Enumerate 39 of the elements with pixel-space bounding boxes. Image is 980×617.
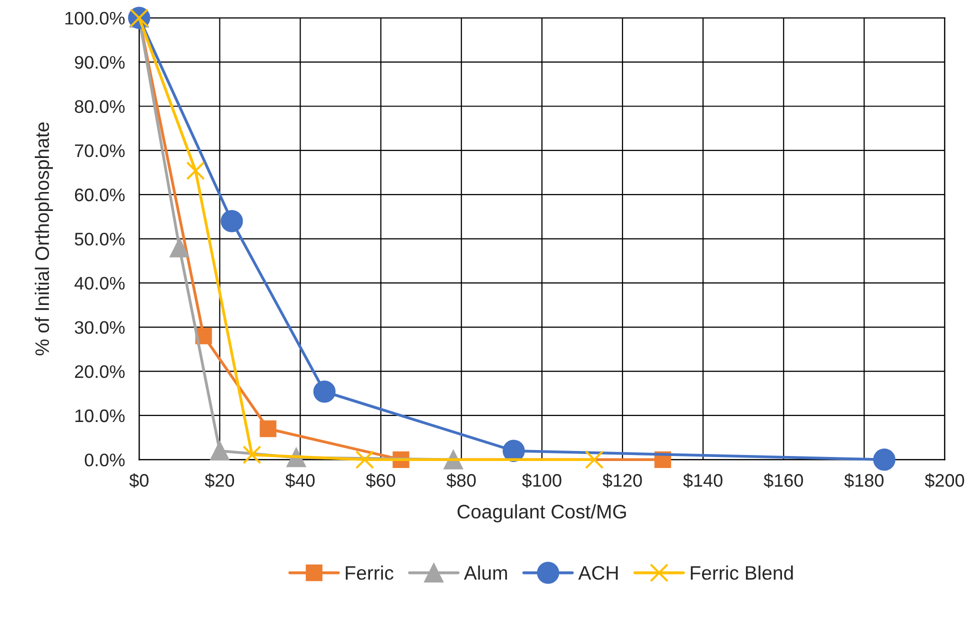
y-tick-label: 60.0%	[74, 188, 125, 202]
x-tick-label: $100	[522, 473, 562, 488]
y-tick-label: 0.0%	[84, 454, 125, 466]
y-tick-label: 100.0%	[65, 12, 125, 25]
y-tick-label: 30.0%	[74, 321, 125, 334]
x-tick-label: $80	[446, 473, 476, 488]
x-tick-label: $60	[366, 473, 396, 488]
x-axis-title: Coagulant Cost/MG	[458, 504, 626, 522]
y-tick-label: 20.0%	[74, 365, 125, 378]
x-tick-label: $200	[924, 473, 964, 488]
x-tick-label: $0	[129, 473, 148, 488]
point	[210, 441, 230, 461]
y-tick-label: 40.0%	[74, 276, 125, 290]
x-tick-label: $40	[285, 473, 315, 488]
point	[355, 450, 374, 470]
point	[242, 445, 262, 464]
legend-label: Ferric	[346, 566, 394, 580]
point	[873, 448, 896, 471]
y-tick-label: 70.0%	[75, 144, 125, 158]
point	[313, 380, 336, 403]
x-tick-label: $160	[764, 473, 803, 488]
x-tick-label: $20	[204, 473, 234, 488]
x-tick-label: $120	[602, 473, 642, 488]
legend-label: Alum	[464, 566, 507, 580]
point	[584, 450, 604, 470]
point	[220, 210, 243, 232]
point	[502, 440, 525, 462]
point	[186, 161, 205, 180]
y-tick-label: 10.0%	[75, 409, 125, 422]
point	[170, 238, 190, 258]
legend-label: ACH	[578, 566, 618, 580]
x-tick-label: $180	[844, 473, 884, 488]
y-tick-label: 50.0%	[74, 232, 125, 246]
x-tick-label: $140	[683, 473, 722, 488]
point	[260, 420, 276, 438]
legend-label: Ferric Blend	[690, 566, 793, 580]
y-tick-label: 80.0%	[74, 100, 125, 113]
y-axis-title: % of Initial Orthophosphate	[34, 122, 53, 356]
y-tick-label: 90.0%	[74, 56, 125, 69]
